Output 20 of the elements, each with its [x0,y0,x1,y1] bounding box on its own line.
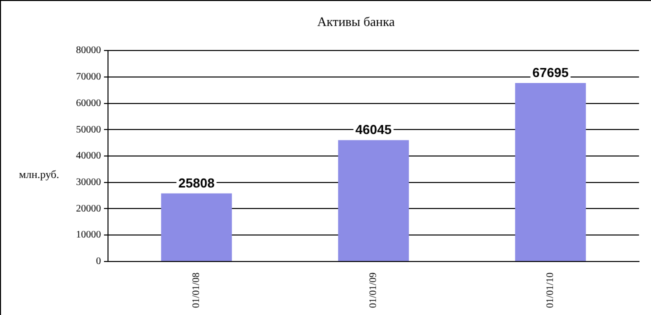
x-tick-label: 01/01/09 [368,272,380,308]
data-label: 25808 [178,176,215,191]
bar [515,83,586,261]
data-label: 67695 [532,65,569,80]
bar [161,193,232,261]
data-label: 46045 [355,122,392,138]
x-tick-label: 01/01/10 [545,272,556,308]
y-tick-label: 40000 [76,150,101,162]
x-tick-label: 01/01/08 [191,272,202,308]
chart-title: Активы банка [317,14,395,30]
y-tick-label: 50000 [76,124,101,136]
y-tick-label: 10000 [76,230,101,241]
y-tick-label: 0 [96,256,101,268]
y-tick-label: 20000 [76,203,101,214]
y-tick-label: 30000 [76,177,101,188]
y-axis-title: млн.руб. [19,169,60,181]
y-tick-label: 70000 [76,72,101,83]
bar [338,140,409,261]
y-tick-label: 80000 [76,45,101,56]
y-tick-label: 60000 [76,98,101,109]
